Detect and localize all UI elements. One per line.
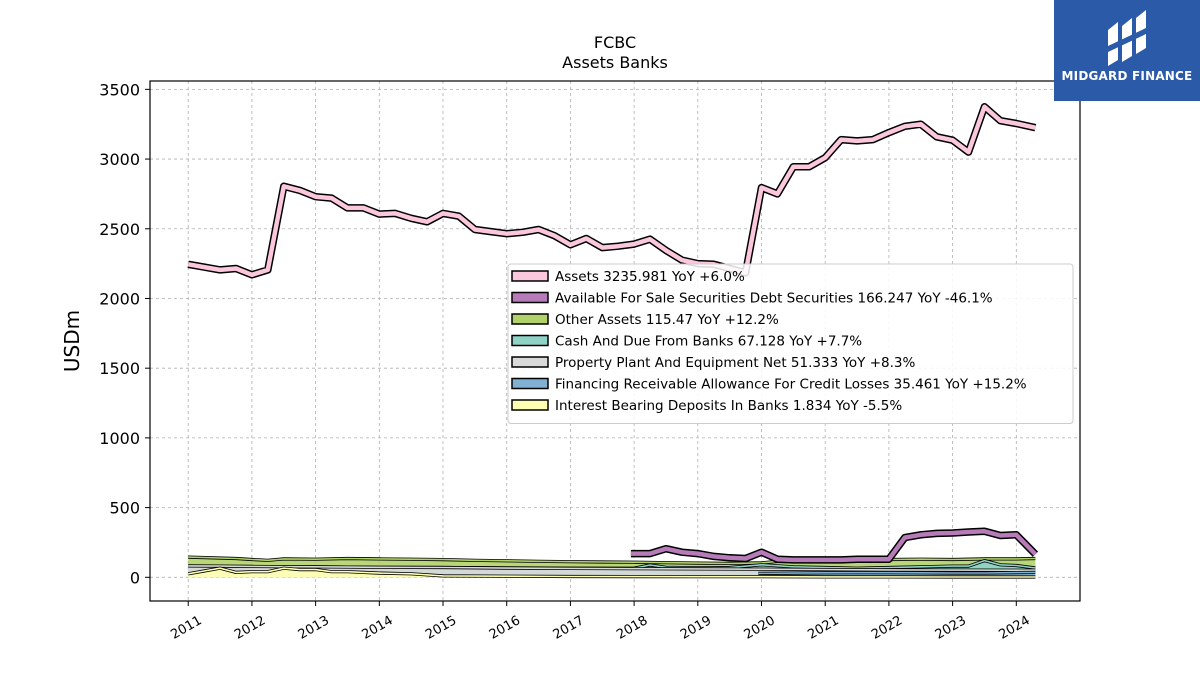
brand-logo: MIDGARD FINANCE [1054, 0, 1200, 101]
x-tick-label: 2019 [678, 613, 714, 643]
y-tick-label: 3500 [99, 80, 140, 99]
logo-mark-icon [1108, 10, 1146, 66]
legend-entry: Assets 3235.981 YoY +6.0% [555, 269, 745, 285]
x-tick-label: 2014 [359, 613, 395, 643]
series-line [188, 556, 1036, 565]
y-tick-label: 0 [130, 568, 140, 587]
legend-swatch [511, 270, 549, 282]
y-axis-label: USDm [60, 310, 84, 372]
x-axis-ticks: 2011 2012 2013 2014 2015 2016 2017 2018 2019 2020… [168, 601, 1033, 643]
x-tick-label: 2017 [551, 613, 587, 643]
x-tick-label: 2011 [168, 613, 204, 643]
area-layer [187, 555, 1036, 579]
x-tick-label: 2023 [933, 613, 969, 643]
legend-entry: Interest Bearing Deposits In Banks 1.834… [555, 398, 902, 414]
x-tick-label: 2015 [423, 613, 459, 643]
y-axis-ticks: 0 500 1000 1500 2000 2500 3000 3500 [99, 80, 150, 587]
series-line [630, 529, 1038, 563]
legend-swatch [511, 356, 549, 368]
chart-subtitle: Assets Banks [562, 53, 668, 72]
y-tick-label: 1000 [99, 429, 140, 448]
x-tick-label: 2021 [805, 613, 841, 643]
y-tick-label: 2000 [99, 289, 140, 308]
x-tick-label: 2024 [996, 613, 1032, 643]
legend-swatch [511, 399, 549, 411]
series-line [187, 104, 1036, 278]
legend-box [507, 263, 1074, 424]
legend-entry: Cash And Due From Banks 67.128 YoY +7.7% [555, 334, 862, 350]
x-tick-label: 2018 [614, 613, 650, 643]
legend-swatch [511, 291, 549, 304]
legend-entry: Financing Receivable Allowance For Credi… [555, 377, 1027, 393]
y-tick-label: 2500 [99, 220, 140, 239]
x-tick-label: 2016 [487, 613, 523, 643]
series-line [188, 567, 1036, 578]
logo-text: MIDGARD FINANCE [1061, 69, 1193, 83]
legend-entry: Property Plant And Equipment Net 51.333 … [555, 355, 915, 371]
plot-frame [149, 80, 1081, 602]
legend-swatch [511, 313, 549, 325]
legend: Assets 3235.981 YoY +6.0% Available For S… [507, 263, 1074, 424]
series-outline [630, 527, 1039, 564]
x-tick-label: 2012 [232, 613, 268, 643]
series-line [758, 571, 1036, 575]
y-tick-label: 500 [109, 499, 140, 518]
legend-entry: Other Assets 115.47 YoY +12.2% [555, 312, 779, 328]
y-tick-label: 3000 [99, 150, 140, 169]
legend-swatch [511, 334, 549, 347]
x-tick-label: 2022 [869, 613, 905, 643]
chart-title: FCBC [594, 33, 636, 52]
series-line [188, 565, 1036, 572]
legend-swatch [511, 377, 549, 390]
x-tick-label: 2013 [296, 613, 332, 643]
line-layer [187, 103, 1039, 564]
legend-entry: Available For Sale Securities Debt Secur… [555, 291, 993, 307]
x-tick-label: 2020 [742, 613, 778, 643]
y-tick-label: 1500 [99, 359, 140, 378]
